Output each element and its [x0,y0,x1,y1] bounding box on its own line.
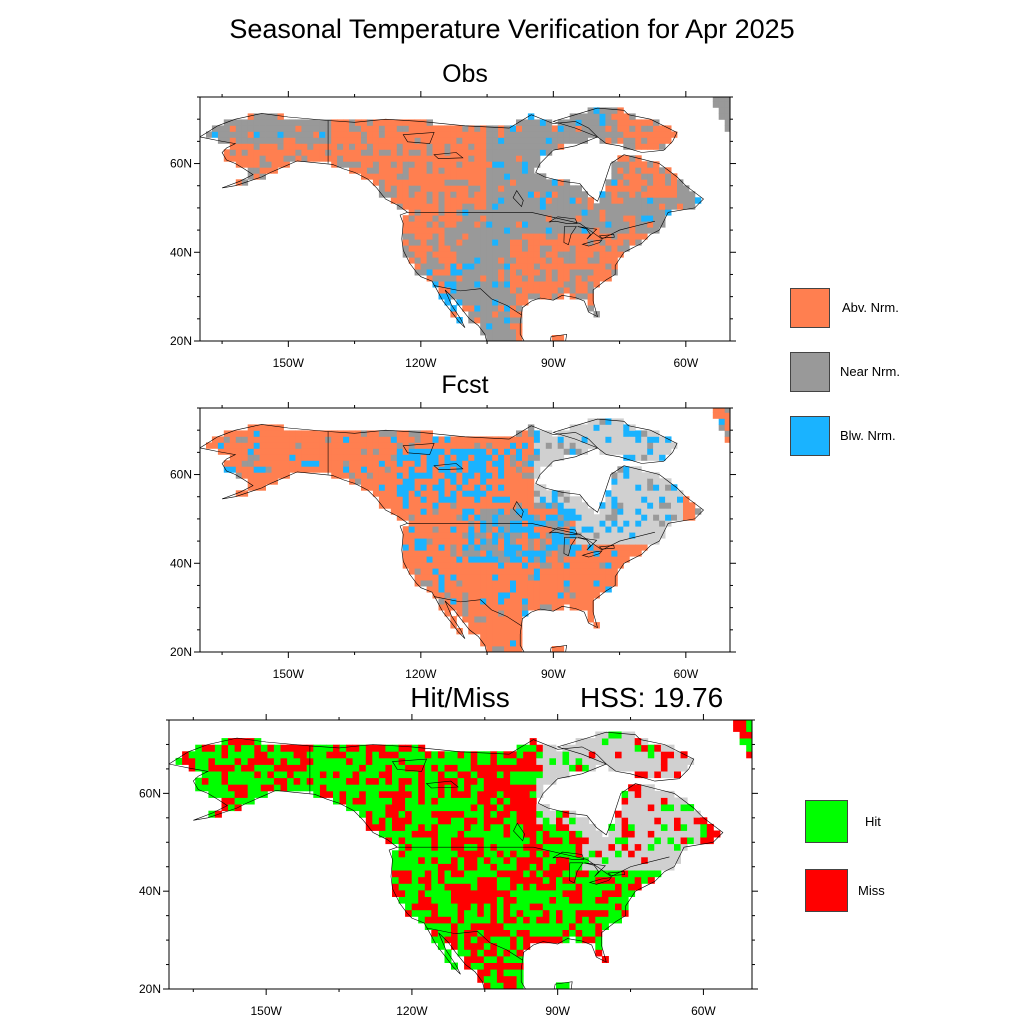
lon-tick-label: 150W [273,667,305,681]
legend-swatch-above-normal [790,288,830,328]
lon-tick-label: 120W [396,1004,428,1018]
main-title: Seasonal Temperature Verification for Ap… [229,14,795,44]
obs-map: 150W 120W 90W 60W 60N 40N 20N [170,91,736,370]
coastlines [169,731,724,989]
map-frame [199,407,731,653]
gridded-cells [200,97,730,341]
legend-swatch-hit [805,800,848,843]
hitmiss-map: 150W 120W 90W 60W 60N 40N 20N [139,714,758,1018]
coastlines [200,107,704,341]
lat-tick-label: 60N [170,157,192,171]
lon-tick-label: 120W [405,356,437,370]
lat-tick-label: 20N [170,645,192,659]
lon-tick-label: 150W [273,356,305,370]
coastlines [200,418,704,652]
legend-label-above-normal: Abv. Nrm. [842,300,899,315]
lon-tick-label: 60W [691,1004,716,1018]
legend-label-hit: Hit [865,814,881,829]
map-frame [199,96,731,342]
lat-tick-label: 60N [139,786,161,800]
legend-swatch-below-normal [790,416,830,456]
lat-tick-label: 40N [170,556,192,570]
legend-label-near-normal: Near Nrm. [840,364,900,379]
lat-tick-label: 60N [170,468,192,482]
lon-tick-label: 90W [541,667,566,681]
lon-tick-label: 120W [405,667,437,681]
gridded-cells [169,720,752,989]
lon-tick-label: 150W [250,1004,282,1018]
map-frame [168,719,753,990]
legend-swatch-miss [805,869,848,912]
obs-panel-title: Obs [442,60,488,88]
fcst-map: 150W 120W 90W 60W 60N 40N 20N [170,402,736,681]
gridded-cells [200,408,730,652]
legend-label-miss: Miss [858,883,885,898]
lat-tick-label: 40N [139,884,161,898]
lon-tick-label: 90W [541,356,566,370]
legend-label-below-normal: Blw. Nrm. [840,428,896,443]
hitmiss-panel-title: Hit/Miss [410,682,510,713]
lon-tick-label: 60W [673,667,698,681]
hss-score: HSS: 19.76 [580,682,724,713]
lon-tick-label: 60W [673,356,698,370]
lat-tick-label: 20N [139,982,161,996]
legend-swatch-near-normal [790,352,830,392]
fcst-panel-title: Fcst [441,371,489,399]
lat-tick-label: 40N [170,245,192,259]
lat-tick-label: 20N [170,334,192,348]
lon-tick-label: 90W [545,1004,570,1018]
